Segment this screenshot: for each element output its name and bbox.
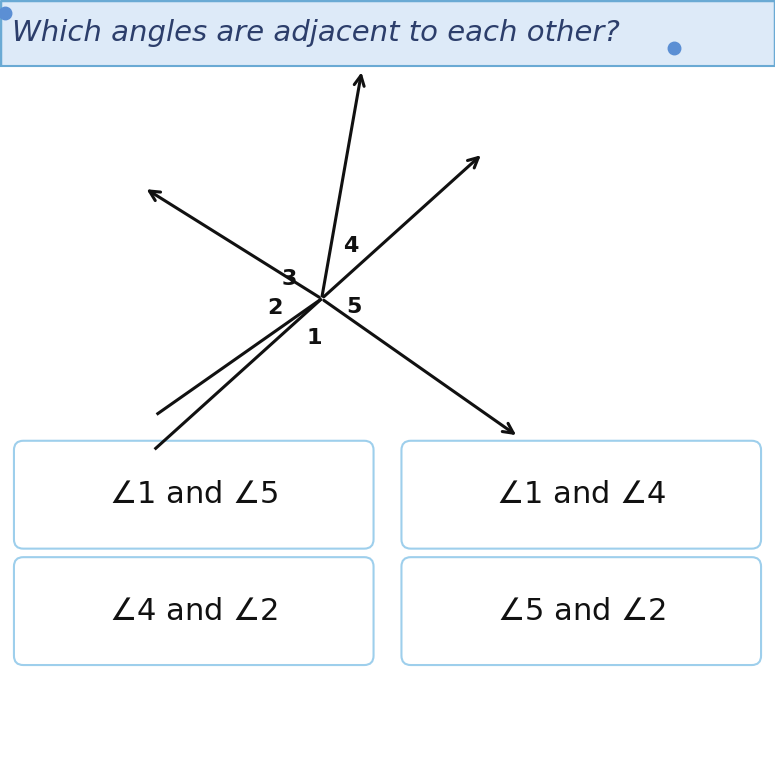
- Text: $\angle$1 and $\angle$5: $\angle$1 and $\angle$5: [109, 480, 278, 509]
- Text: 3: 3: [281, 269, 297, 289]
- Text: 4: 4: [343, 236, 359, 256]
- Text: $\angle$1 and $\angle$4: $\angle$1 and $\angle$4: [496, 480, 666, 509]
- FancyBboxPatch shape: [14, 441, 374, 549]
- Text: $\angle$5 and $\angle$2: $\angle$5 and $\angle$2: [497, 597, 666, 625]
- FancyBboxPatch shape: [401, 557, 761, 665]
- Text: $\angle$4 and $\angle$2: $\angle$4 and $\angle$2: [109, 597, 278, 625]
- FancyBboxPatch shape: [14, 557, 374, 665]
- Text: Which angles are adjacent to each other?: Which angles are adjacent to each other?: [12, 19, 619, 47]
- FancyBboxPatch shape: [401, 441, 761, 549]
- Text: 5: 5: [346, 296, 362, 317]
- Text: 2: 2: [267, 298, 283, 318]
- Text: 1: 1: [306, 327, 322, 348]
- FancyBboxPatch shape: [0, 0, 775, 66]
